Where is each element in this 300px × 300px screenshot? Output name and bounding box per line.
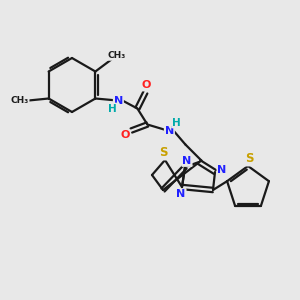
- Text: N: N: [114, 95, 123, 106]
- Text: S: S: [159, 146, 167, 160]
- Text: N: N: [182, 156, 192, 166]
- Text: CH₃: CH₃: [107, 51, 125, 60]
- Text: N: N: [165, 125, 174, 136]
- Text: N: N: [176, 189, 186, 199]
- Text: O: O: [142, 80, 151, 91]
- Text: N: N: [218, 165, 226, 175]
- Text: S: S: [245, 152, 253, 166]
- Text: CH₃: CH₃: [11, 96, 29, 105]
- Text: O: O: [121, 130, 130, 140]
- Text: H: H: [108, 103, 117, 113]
- Text: H: H: [172, 118, 181, 128]
